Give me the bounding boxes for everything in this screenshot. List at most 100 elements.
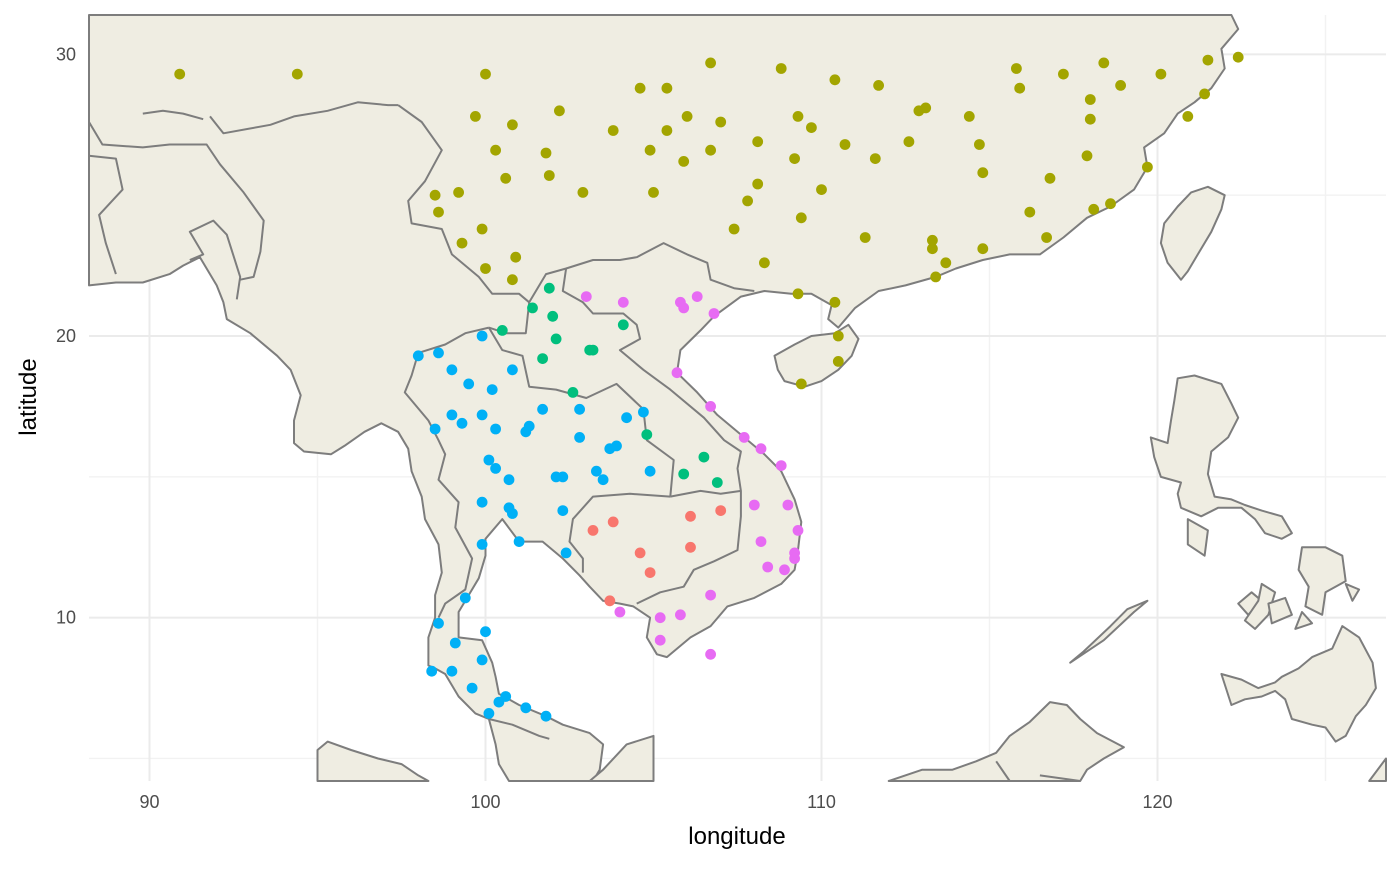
data-point-group-4 [463, 378, 475, 390]
data-point-group-4 [638, 406, 649, 418]
data-point-group-1 [685, 510, 696, 522]
country-border [488, 327, 675, 497]
data-point-group-4 [449, 637, 461, 649]
data-point-group-5 [755, 443, 767, 455]
country-border [188, 219, 242, 300]
land-polygon [1368, 757, 1387, 782]
data-point-group-3 [527, 302, 538, 314]
data-point-group-4 [490, 423, 501, 435]
data-point-group-4 [574, 403, 585, 415]
data-point-group-2 [759, 257, 770, 269]
land-layer [88, 14, 1387, 782]
data-point-group-4 [574, 432, 585, 443]
x-tick-label: 120 [1142, 792, 1172, 812]
data-point-group-1 [604, 595, 616, 607]
land-polygon [1297, 546, 1347, 616]
axis-ticks: 90 100 110 120 10 20 30 [56, 44, 1173, 812]
data-point-group-4 [597, 474, 609, 486]
data-point-group-2 [1098, 57, 1110, 69]
data-point-group-2 [839, 139, 851, 150]
data-point-group-4 [523, 420, 535, 432]
data-point-group-2 [705, 144, 716, 156]
y-tick-label: 10 [56, 608, 76, 628]
data-point-group-2 [480, 68, 491, 80]
data-point-group-4 [520, 702, 532, 714]
data-point-group-5 [738, 432, 750, 443]
land-polygon [1069, 599, 1149, 664]
data-point-group-4 [476, 654, 488, 666]
data-point-group-2 [1084, 94, 1096, 105]
data-point-group-5 [748, 499, 760, 511]
land-polygon [1243, 582, 1277, 630]
data-point-group-2 [795, 378, 807, 390]
data-point-group-2 [644, 144, 656, 156]
data-point-group-5 [779, 564, 790, 576]
data-point-group-2 [453, 187, 464, 198]
data-point-group-2 [977, 167, 989, 179]
data-point-group-5 [654, 634, 666, 646]
x-tick-label: 100 [470, 792, 500, 812]
data-point-group-2 [470, 111, 481, 122]
data-point-group-4 [540, 710, 552, 722]
data-point-group-5 [708, 308, 720, 319]
data-point-group-4 [476, 539, 488, 550]
data-point-group-5 [671, 367, 683, 379]
data-point-group-4 [426, 665, 438, 677]
data-point-group-1 [634, 547, 646, 559]
land-polygon [1344, 582, 1361, 602]
data-point-group-2 [1199, 88, 1210, 100]
data-point-group-5 [678, 302, 690, 314]
data-point-group-4 [446, 665, 458, 677]
data-point-group-4 [557, 505, 569, 516]
data-point-group-4 [446, 364, 458, 376]
data-point-group-2 [554, 105, 565, 117]
data-point-group-4 [560, 547, 572, 559]
data-point-group-2 [728, 223, 740, 235]
data-point-group-2 [752, 136, 764, 148]
data-point-group-2 [1014, 82, 1026, 94]
data-point-group-2 [661, 125, 673, 136]
data-point-group-5 [654, 612, 666, 624]
country-border [670, 489, 742, 498]
country-border [528, 242, 755, 303]
data-point-group-2 [829, 74, 841, 86]
data-point-group-2 [1202, 54, 1214, 66]
data-point-group-2 [832, 330, 844, 342]
data-point-group-3 [543, 282, 555, 294]
data-point-group-4 [459, 592, 471, 604]
land-polygon [1149, 374, 1293, 540]
data-point-group-4 [433, 347, 444, 359]
data-point-group-5 [789, 553, 800, 564]
data-point-group-5 [617, 296, 629, 308]
country-border [561, 268, 742, 605]
y-axis-title: latitude [15, 358, 42, 435]
data-point-group-2 [705, 57, 716, 69]
data-point-group-2 [1182, 111, 1194, 122]
data-point-group-4 [507, 508, 518, 519]
land-polygon [1294, 611, 1314, 630]
data-point-group-4 [476, 409, 488, 421]
data-point-group-4 [446, 409, 458, 421]
data-point-group-2 [681, 111, 693, 122]
data-point-group-2 [927, 234, 938, 246]
land-polygon [88, 14, 1240, 782]
data-point-group-4 [476, 496, 488, 508]
data-point-group-2 [540, 147, 552, 159]
sample-points [174, 51, 1244, 722]
country-border [1039, 774, 1081, 782]
data-point-group-4 [557, 471, 569, 483]
data-point-group-2 [661, 82, 673, 94]
data-point-group-2 [634, 82, 646, 94]
data-point-group-5 [705, 589, 716, 601]
data-point-group-2 [1232, 51, 1244, 63]
data-point-group-2 [1142, 161, 1153, 173]
data-point-group-5 [782, 499, 794, 511]
data-point-group-2 [829, 296, 841, 308]
land-polygon [316, 740, 430, 782]
land-polygon [773, 323, 860, 388]
x-tick-label: 110 [807, 792, 836, 812]
land-polygon [1220, 625, 1377, 743]
data-point-group-2 [678, 156, 690, 167]
country-border [488, 718, 550, 740]
data-point-group-4 [493, 696, 505, 708]
